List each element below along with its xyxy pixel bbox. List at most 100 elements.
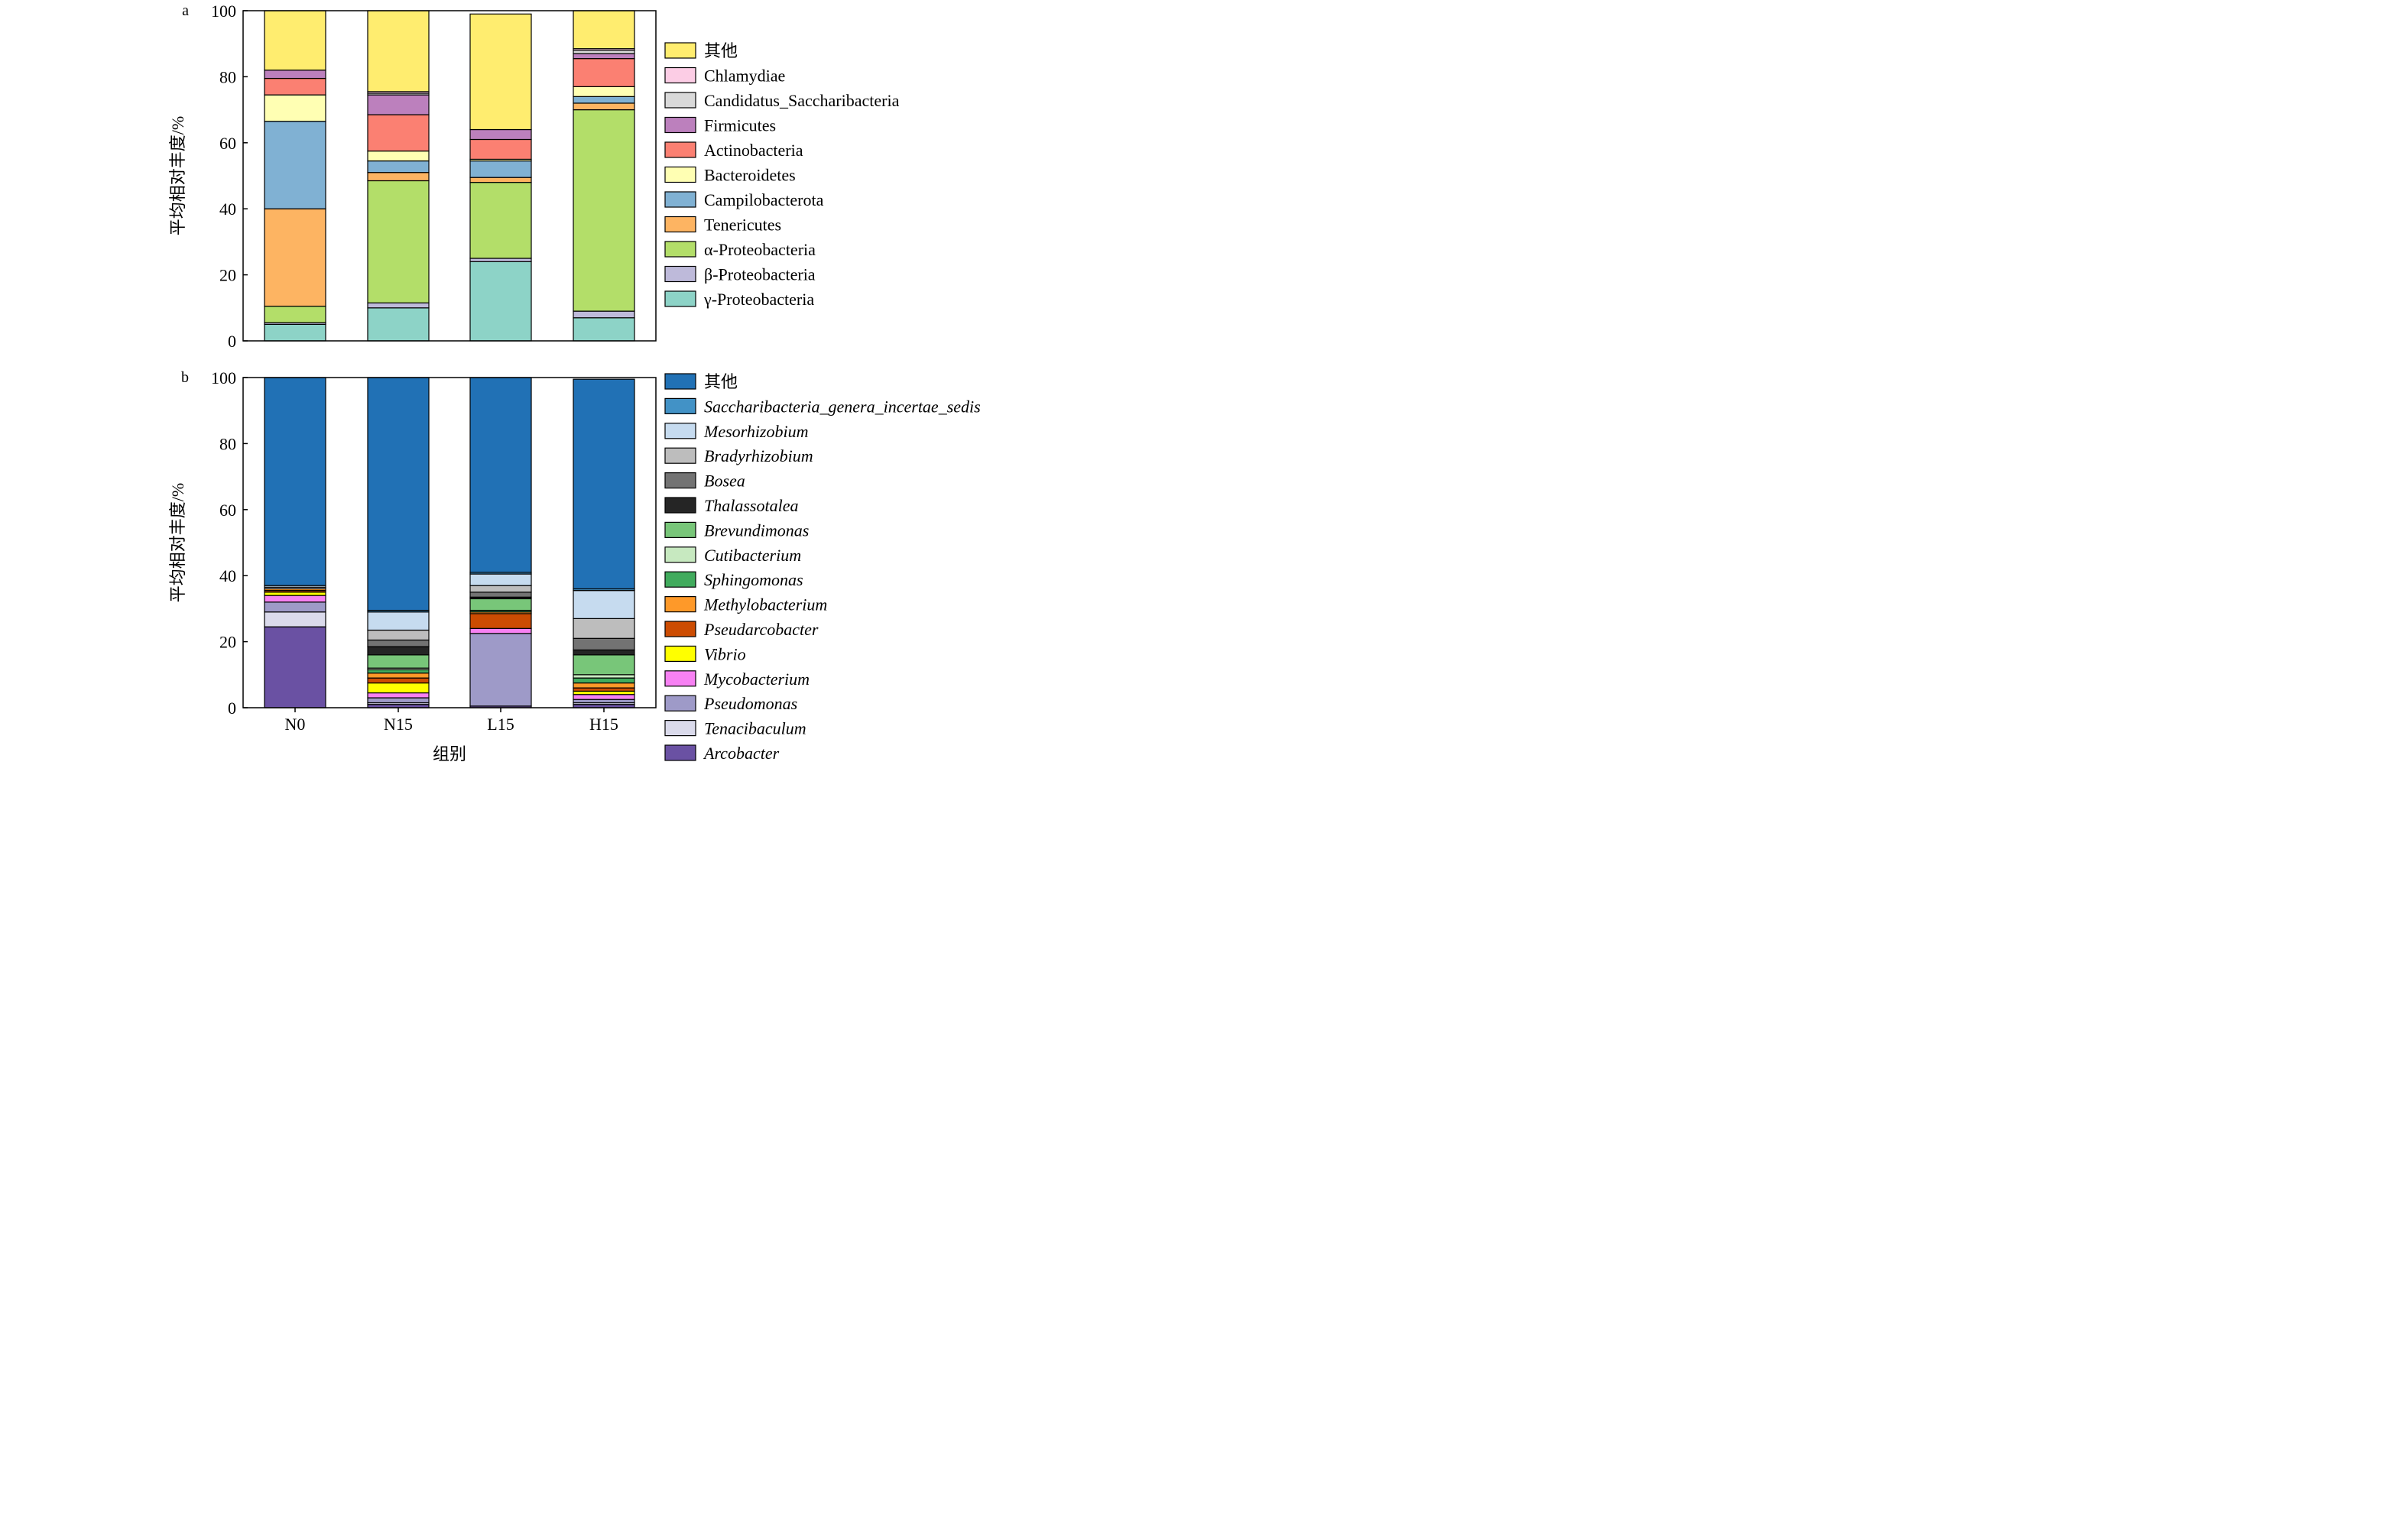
legend-label: Pseudomonas: [703, 694, 797, 713]
legend-swatch: [664, 571, 696, 588]
bar-segment-N0-5: [264, 94, 326, 122]
bar-segment-N0-6: [264, 77, 326, 96]
bar-segment-N0-4: [264, 592, 326, 596]
bar-segment-L15-9: [469, 598, 532, 611]
bar-segment-N15-10: [367, 10, 430, 92]
legend-label: 其他: [704, 41, 738, 60]
legend-swatch: [664, 241, 696, 258]
bar-segment-N15-5: [367, 677, 430, 684]
legend-swatch: [664, 166, 696, 183]
legend-label: β-Proteobacteria: [704, 265, 816, 284]
bar-segment-N15-7: [367, 669, 430, 674]
bar-segment-N15-6: [367, 673, 430, 679]
bar-segment-L15-10: [469, 13, 532, 131]
bar-segment-L15-6: [469, 138, 532, 160]
bar-segment-N0-1: [264, 611, 326, 627]
legend-label: 其他: [704, 372, 738, 391]
y-tick-label: 20: [219, 266, 236, 285]
bar-segment-L15-7: [469, 128, 532, 141]
bar-segment-H15-9: [573, 654, 635, 676]
legend-label: Thalassotalea: [704, 496, 798, 515]
y-tick-label: 20: [219, 633, 236, 652]
bar-segment-H15-6: [573, 682, 635, 689]
bar-segment-L15-3: [469, 177, 532, 183]
bar-segment-H15-2: [573, 109, 635, 312]
panel-b: b 平均相对丰度/% N0 N15 L15 H15 0 20 40 60 80 100 其他 Sac…: [168, 368, 981, 764]
legend-swatch: [664, 447, 696, 464]
bar-segment-H15-8: [573, 50, 635, 54]
bar-segment-H15-10: [573, 649, 635, 656]
legend-label: α-Proteobacteria: [704, 240, 816, 259]
stacked-bar-figure: a 平均相对丰度/% 0 20 40 60 80 100 其他 Chlamydiae Cand…: [168, 2, 981, 764]
bar-segment-N15-3: [367, 692, 430, 699]
bar-segment-N0-10: [264, 10, 326, 71]
bar-segment-L15-13: [469, 573, 532, 586]
bar-segment-N15-6: [367, 114, 430, 152]
bar-segment-H15-2: [573, 699, 635, 704]
bar-segment-H15-15: [573, 378, 635, 590]
legend-label: Saccharibacteria_genera_incertae_sedis: [704, 397, 981, 416]
legend-label: Bosea: [704, 472, 745, 491]
legend-label: Mesorhizobium: [703, 422, 809, 441]
legend-swatch: [664, 695, 696, 712]
legend-label: Arcobacter: [703, 744, 780, 763]
legend-label: Mycobacterium: [703, 669, 810, 689]
bar-segment-N0-3: [264, 208, 326, 307]
legend-swatch: [664, 265, 696, 283]
legend-swatch: [664, 397, 696, 415]
panel-b-axis: N0 N15 L15 H15 0 20 40 60 80 100: [211, 368, 657, 734]
bar-segment-H15-3: [573, 694, 635, 700]
legend-label: Bacteroidetes: [704, 166, 796, 185]
bar-segment-N15-2: [367, 697, 430, 704]
bar-segment-N15-4: [367, 160, 430, 173]
bar-segment-L15-4: [469, 160, 532, 178]
bar-segment-N15-4: [367, 682, 430, 694]
legend-swatch: [664, 645, 696, 663]
legend-label: Candidatus_Saccharibacteria: [704, 91, 900, 110]
legend-swatch: [664, 373, 696, 390]
panel-a: a 平均相对丰度/% 0 20 40 60 80 100 其他 Chlamydiae Cand…: [168, 2, 900, 351]
x-tick-label: H15: [589, 715, 618, 734]
legend-swatch: [664, 423, 696, 439]
panel-a-letter: a: [182, 2, 189, 19]
legend-label: Sphingomonas: [704, 570, 803, 589]
bar-segment-L15-0: [469, 261, 532, 342]
bar-segment-H15-8: [573, 674, 635, 679]
legend-label: Vibrio: [704, 644, 746, 663]
x-tick-label: L15: [487, 715, 514, 734]
bar-segment-N0-4: [264, 121, 326, 209]
bar-segment-N0-15: [264, 377, 326, 586]
y-tick-label: 80: [219, 434, 236, 453]
panel-a-y-axis-title: 平均相对丰度/%: [168, 116, 187, 235]
bar-segment-N0-2: [264, 306, 326, 323]
legend-swatch: [664, 670, 696, 687]
bar-segment-N15-5: [367, 151, 430, 162]
bar-segment-N15-0: [367, 307, 430, 342]
bar-segment-N15-13: [367, 611, 430, 631]
bar-segment-N15-11: [367, 639, 430, 647]
panel-b-x-axis-title: 组别: [433, 744, 466, 764]
x-tick-label: N15: [384, 715, 413, 734]
bar-segment-N0-0: [264, 323, 326, 342]
legend-swatch: [664, 141, 696, 158]
legend-swatch: [664, 521, 696, 539]
y-tick-label: 0: [228, 332, 236, 351]
y-tick-label: 60: [219, 134, 236, 153]
legend-label: Campilobacterota: [704, 190, 824, 209]
panel-b-y-axis-title: 平均相对丰度/%: [168, 483, 187, 602]
bar-segment-N0-3: [264, 595, 326, 603]
y-tick-label: 100: [211, 368, 236, 387]
bar-segment-H15-6: [573, 58, 635, 87]
bar-segment-H15-11: [573, 637, 635, 651]
bar-segment-H15-7: [573, 53, 635, 60]
bar-segment-L15-12: [469, 585, 532, 593]
bar-segment-H15-0: [573, 317, 635, 342]
bar-segment-L15-3: [469, 627, 532, 634]
bar-segment-H15-3: [573, 102, 635, 111]
y-tick-label: 80: [219, 67, 236, 86]
legend-swatch: [664, 92, 696, 109]
y-tick-label: 0: [228, 699, 236, 718]
bar-segment-N15-1: [367, 302, 430, 309]
y-tick-label: 40: [219, 199, 236, 219]
bar-segment-H15-1: [573, 310, 635, 319]
